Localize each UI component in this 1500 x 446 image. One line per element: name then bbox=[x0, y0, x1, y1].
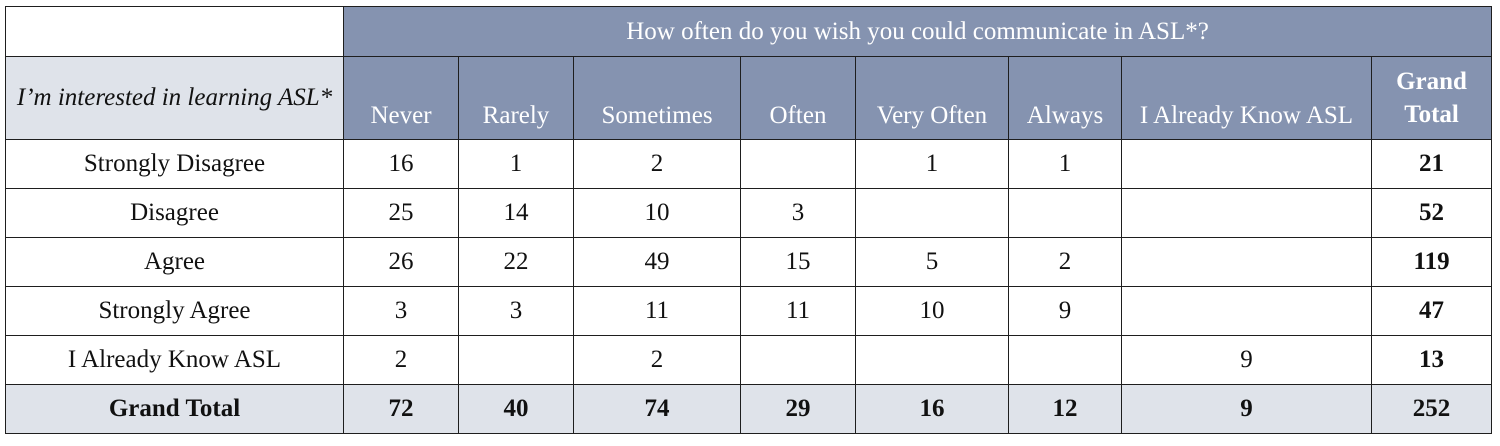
table-cell: 3 bbox=[740, 188, 856, 238]
table-cell bbox=[1121, 237, 1372, 287]
table-cell: 15 bbox=[740, 237, 856, 287]
table-cell bbox=[740, 139, 856, 189]
crosstab-table: How often do you wish you could communic… bbox=[5, 6, 1493, 434]
row-header-label: I’m interested in learning ASL* bbox=[5, 56, 344, 140]
table-cell bbox=[1121, 188, 1372, 238]
column-header-row: I’m interested in learning ASL* Never Ra… bbox=[5, 56, 1493, 140]
table-cell: 11 bbox=[573, 286, 741, 336]
overall-grand-total: 252 bbox=[1370, 384, 1493, 434]
table-cell: 5 bbox=[855, 237, 1009, 287]
table-row: Disagree 25 14 10 3 52 bbox=[5, 188, 1493, 238]
row-grand-total: 119 bbox=[1370, 237, 1493, 287]
row-grand-total: 47 bbox=[1370, 286, 1493, 336]
row-label: Agree bbox=[5, 237, 344, 287]
row-grand-total: 13 bbox=[1370, 335, 1493, 385]
total-cell: 74 bbox=[573, 384, 741, 434]
table-cell bbox=[1008, 188, 1122, 238]
table-cell: 10 bbox=[573, 188, 741, 238]
row-grand-total: 52 bbox=[1370, 188, 1493, 238]
grand-total-label: Grand Total bbox=[5, 384, 344, 434]
table-cell bbox=[458, 335, 574, 385]
total-cell: 29 bbox=[740, 384, 856, 434]
table-cell: 22 bbox=[458, 237, 574, 287]
grand-total-row: Grand Total 72 40 74 29 16 12 9 252 bbox=[5, 384, 1493, 434]
table-cell: 10 bbox=[855, 286, 1009, 336]
column-header-very-often: Very Often bbox=[855, 56, 1009, 140]
table-cell: 2 bbox=[573, 139, 741, 189]
table-cell bbox=[855, 335, 1009, 385]
column-header-grand-total: Grand Total bbox=[1370, 56, 1493, 140]
table-cell: 3 bbox=[458, 286, 574, 336]
table-cell: 16 bbox=[343, 139, 459, 189]
total-cell: 16 bbox=[855, 384, 1009, 434]
column-header-rarely: Rarely bbox=[458, 56, 574, 140]
column-header-always: Always bbox=[1008, 56, 1122, 140]
table-cell bbox=[855, 188, 1009, 238]
total-cell: 72 bbox=[343, 384, 459, 434]
table-cell bbox=[740, 335, 856, 385]
total-cell: 40 bbox=[458, 384, 574, 434]
row-label: Strongly Disagree bbox=[5, 139, 344, 189]
table-cell: 49 bbox=[573, 237, 741, 287]
table-row: Agree 26 22 49 15 5 2 119 bbox=[5, 237, 1493, 287]
table-cell: 1 bbox=[855, 139, 1009, 189]
table-cell: 2 bbox=[1008, 237, 1122, 287]
column-header-never: Never bbox=[343, 56, 459, 140]
table-cell: 9 bbox=[1008, 286, 1122, 336]
table-cell: 2 bbox=[343, 335, 459, 385]
total-cell: 9 bbox=[1121, 384, 1372, 434]
row-label: Strongly Agree bbox=[5, 286, 344, 336]
table-cell: 3 bbox=[343, 286, 459, 336]
super-header: How often do you wish you could communic… bbox=[342, 6, 1493, 57]
column-header-often: Often bbox=[740, 56, 856, 140]
table-cell: 9 bbox=[1121, 335, 1372, 385]
table-row: Strongly Disagree 16 1 2 1 1 21 bbox=[5, 139, 1493, 189]
table-cell: 1 bbox=[458, 139, 574, 189]
table-cell: 25 bbox=[343, 188, 459, 238]
table-cell bbox=[1008, 335, 1122, 385]
table-cell bbox=[1121, 286, 1372, 336]
table-row: I Already Know ASL 2 2 9 13 bbox=[5, 335, 1493, 385]
row-grand-total: 21 bbox=[1370, 139, 1493, 189]
table-cell: 26 bbox=[343, 237, 459, 287]
row-label: I Already Know ASL bbox=[5, 335, 344, 385]
table-cell: 11 bbox=[740, 286, 856, 336]
column-header-sometimes: Sometimes bbox=[573, 56, 741, 140]
row-label: Disagree bbox=[5, 188, 344, 238]
table-row: Strongly Agree 3 3 11 11 10 9 47 bbox=[5, 286, 1493, 336]
table-cell bbox=[1121, 139, 1372, 189]
crosstab-container: How often do you wish you could communic… bbox=[5, 6, 1493, 434]
super-header-row: How often do you wish you could communic… bbox=[5, 6, 1493, 57]
column-header-already-know: I Already Know ASL bbox=[1121, 56, 1372, 140]
total-cell: 12 bbox=[1008, 384, 1122, 434]
corner-cell bbox=[5, 6, 344, 57]
table-cell: 1 bbox=[1008, 139, 1122, 189]
table-cell: 2 bbox=[573, 335, 741, 385]
table-cell: 14 bbox=[458, 188, 574, 238]
